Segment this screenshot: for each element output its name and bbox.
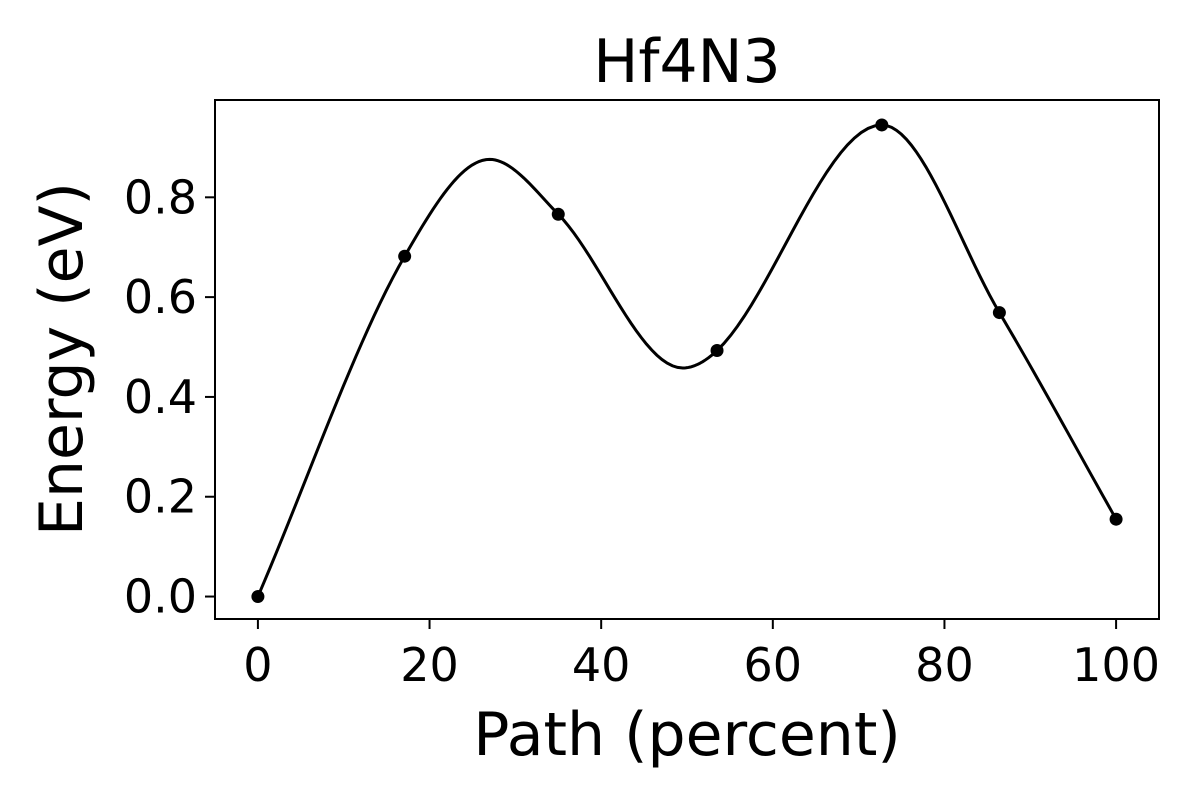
data-point <box>710 344 724 358</box>
y-tick-label: 0.8 <box>124 170 197 224</box>
data-point <box>875 118 889 132</box>
data-point <box>1109 512 1123 526</box>
y-tick-label: 0.6 <box>124 270 197 324</box>
data-point <box>398 249 412 263</box>
chart-title: Hf4N3 <box>593 27 780 97</box>
y-axis-ticks: 0.0 0.2 0.4 0.6 0.8 <box>124 170 215 624</box>
x-tick-label: 100 <box>1072 638 1160 692</box>
x-tick-label: 40 <box>572 638 631 692</box>
x-axis-label: Path (percent) <box>473 700 901 770</box>
data-point-markers <box>251 118 1123 604</box>
x-tick-label: 80 <box>915 638 974 692</box>
data-point <box>551 207 565 221</box>
y-tick-label: 0.0 <box>124 570 197 624</box>
y-tick-label: 0.2 <box>124 470 197 524</box>
x-tick-label: 60 <box>744 638 803 692</box>
y-axis-label: Energy (eV) <box>27 182 97 536</box>
plot-area-frame <box>214 99 1160 620</box>
x-tick-label: 20 <box>400 638 459 692</box>
x-axis-ticks: 0 20 40 60 80 100 <box>243 619 1160 692</box>
data-point <box>992 306 1006 320</box>
x-tick-label: 0 <box>243 638 272 692</box>
data-point <box>251 590 265 604</box>
y-tick-label: 0.4 <box>124 370 197 424</box>
energy-curve-line <box>256 123 1118 598</box>
